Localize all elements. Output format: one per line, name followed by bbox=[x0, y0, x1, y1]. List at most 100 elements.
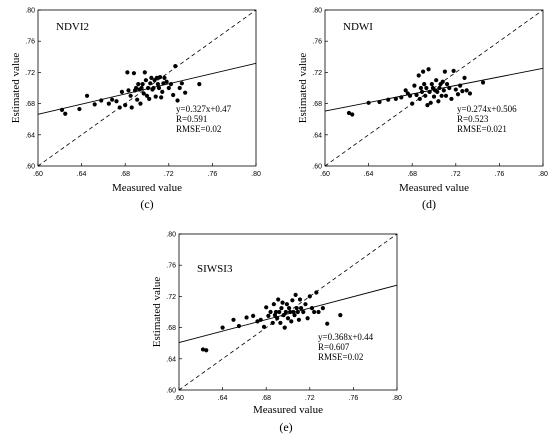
data-point bbox=[435, 89, 440, 94]
data-point bbox=[276, 297, 281, 302]
data-point bbox=[412, 83, 417, 88]
data-point bbox=[147, 96, 152, 102]
data-point bbox=[128, 93, 133, 98]
data-point bbox=[453, 87, 458, 92]
y-tick-label: .60 bbox=[166, 388, 176, 395]
data-point bbox=[297, 297, 303, 302]
data-point bbox=[458, 83, 463, 88]
data-point bbox=[423, 93, 428, 98]
data-point bbox=[175, 98, 180, 103]
data-point bbox=[298, 306, 304, 311]
one-to-one-line bbox=[178, 233, 398, 391]
y-tick-label: .80 bbox=[166, 232, 176, 239]
data-point bbox=[410, 101, 415, 106]
y-tick-label: .72 bbox=[166, 294, 176, 301]
panel-title: NDWI bbox=[343, 21, 373, 33]
y-tick-label: .64 bbox=[166, 356, 176, 363]
data-point bbox=[266, 313, 271, 318]
data-point bbox=[424, 85, 429, 91]
x-tick-label: .76 bbox=[495, 171, 505, 178]
data-point bbox=[273, 309, 279, 315]
data-point bbox=[145, 85, 151, 91]
data-point bbox=[316, 309, 321, 315]
data-point bbox=[99, 98, 104, 103]
data-point bbox=[117, 105, 122, 110]
y-tick-label: .68 bbox=[166, 325, 176, 332]
data-point bbox=[350, 112, 355, 117]
correlation-r: R=0.523 bbox=[457, 114, 489, 124]
data-point bbox=[168, 82, 174, 87]
data-point bbox=[422, 82, 427, 87]
data-point bbox=[403, 88, 408, 93]
data-point bbox=[123, 103, 128, 108]
data-point bbox=[427, 89, 432, 94]
data-point bbox=[296, 317, 301, 322]
data-point bbox=[429, 82, 434, 87]
data-point bbox=[460, 89, 465, 94]
data-point bbox=[166, 85, 171, 91]
data-point bbox=[282, 325, 287, 330]
y-tick-label: .76 bbox=[166, 263, 176, 270]
x-tick-label: .64 bbox=[218, 395, 228, 402]
data-point bbox=[309, 306, 315, 311]
data-point bbox=[417, 96, 422, 102]
data-point bbox=[148, 81, 153, 86]
y-tick-label: .76 bbox=[312, 39, 322, 46]
data-point bbox=[261, 324, 267, 329]
panel-caption: (c) bbox=[140, 197, 153, 211]
data-point bbox=[251, 313, 256, 318]
data-point bbox=[279, 306, 284, 311]
data-point bbox=[155, 82, 160, 87]
data-point bbox=[416, 73, 421, 78]
x-tick-label: .76 bbox=[349, 395, 359, 402]
plot-frame bbox=[178, 233, 398, 391]
data-point bbox=[125, 70, 130, 75]
data-point bbox=[437, 85, 442, 91]
data-point bbox=[220, 325, 225, 330]
y-tick-label: .64 bbox=[312, 132, 322, 139]
data-point bbox=[164, 79, 169, 84]
data-point bbox=[426, 67, 431, 72]
data-point bbox=[441, 88, 446, 93]
panel-e: SIWSI3 Measured value Estimated value y=… bbox=[151, 232, 402, 435]
y-tick-label: .72 bbox=[25, 70, 35, 77]
data-point bbox=[314, 290, 319, 295]
data-point bbox=[285, 316, 291, 321]
data-point bbox=[293, 292, 298, 297]
data-point bbox=[63, 111, 68, 116]
data-point bbox=[281, 313, 286, 318]
x-tick-label: .80 bbox=[538, 171, 548, 178]
y-tick-label: .80 bbox=[25, 8, 35, 15]
data-point bbox=[284, 302, 290, 307]
data-point bbox=[312, 309, 317, 315]
data-point bbox=[59, 107, 65, 112]
data-point bbox=[162, 75, 167, 80]
data-point bbox=[141, 91, 146, 96]
x-axis-label: Measured value bbox=[112, 182, 182, 194]
data-point bbox=[271, 302, 276, 307]
panel-title: SIWSI3 bbox=[197, 263, 233, 275]
data-point bbox=[407, 93, 413, 98]
data-point bbox=[421, 69, 426, 74]
y-tick-label: .72 bbox=[312, 70, 322, 77]
y-tick-label: .68 bbox=[25, 101, 35, 108]
panel-caption: (e) bbox=[279, 420, 292, 434]
data-point bbox=[136, 82, 141, 87]
data-point bbox=[346, 110, 352, 116]
data-point bbox=[295, 309, 300, 315]
y-tick-label: .76 bbox=[25, 39, 35, 46]
x-tick-label: .64 bbox=[364, 171, 374, 178]
data-point bbox=[92, 102, 97, 107]
data-point bbox=[119, 89, 125, 94]
x-tick-label: .60 bbox=[320, 171, 330, 178]
x-tick-label: .72 bbox=[451, 171, 461, 178]
data-point bbox=[154, 75, 159, 80]
data-point bbox=[338, 313, 343, 318]
data-point bbox=[177, 85, 182, 91]
data-point bbox=[77, 106, 82, 112]
data-point bbox=[135, 97, 140, 102]
plot-frame bbox=[37, 9, 257, 167]
x-tick-label: .72 bbox=[164, 171, 174, 178]
data-point bbox=[204, 348, 209, 353]
